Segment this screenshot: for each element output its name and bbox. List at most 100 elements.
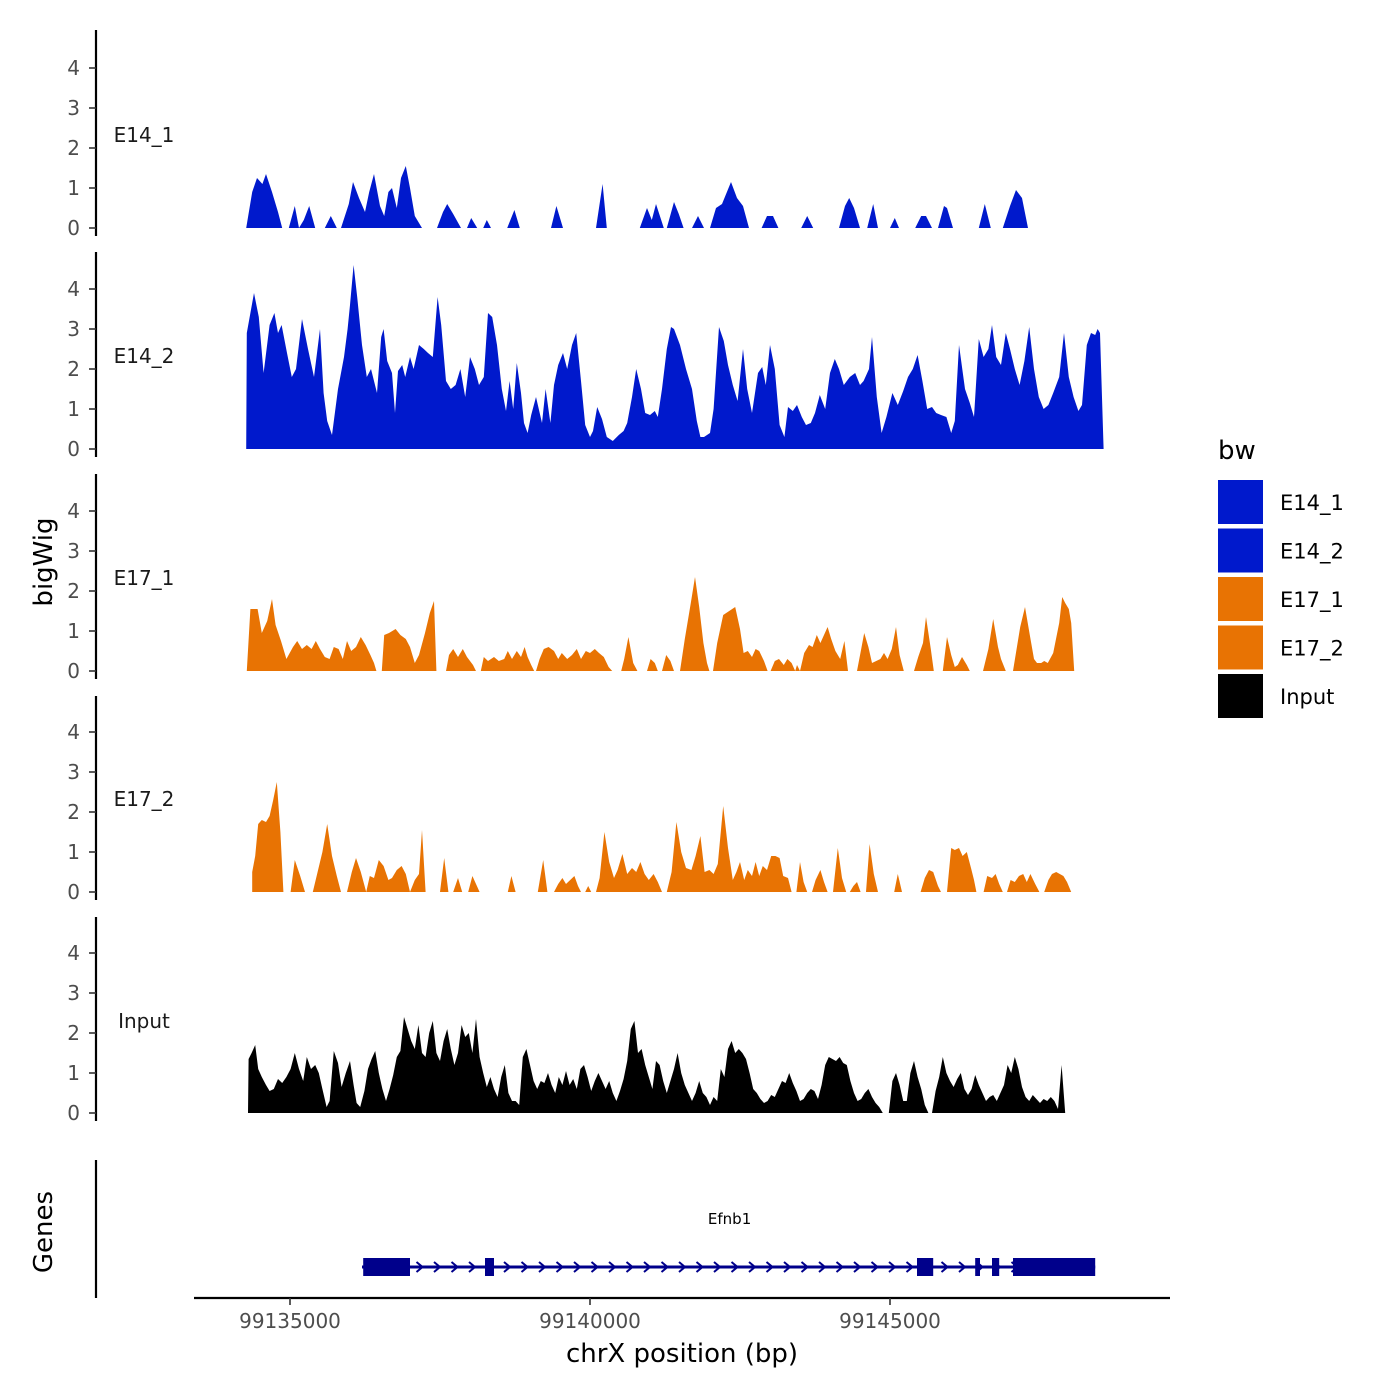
legend-swatch-e14-1: [1218, 480, 1263, 524]
y-tick-label: 4: [67, 941, 80, 965]
gene-label: Efnb1: [708, 1210, 751, 1228]
strand-arrow: [450, 1261, 460, 1273]
y-axis-title: bigWig: [29, 517, 59, 606]
strand-arrow: [870, 1261, 880, 1273]
y-tick-label: 2: [67, 1021, 80, 1045]
x-tick-label: 99140000: [539, 1309, 641, 1333]
track-e14-1: 0 1 2 3 4 E14_1: [67, 30, 1096, 240]
y-tick-label: 2: [67, 800, 80, 824]
legend-swatch-e14-2: [1218, 528, 1263, 573]
strand-arrow: [835, 1261, 845, 1273]
track-label: E14_1: [114, 123, 175, 147]
y-tick-label: 3: [67, 539, 80, 563]
y-tick-label: 1: [67, 397, 80, 421]
strand-arrow: [818, 1261, 827, 1273]
y-tick-label: 1: [67, 176, 80, 200]
gene-exon: [975, 1258, 980, 1276]
y-tick-label: 3: [67, 317, 80, 341]
gene-efnb1: Efnb1: [362, 1210, 1096, 1276]
strand-arrow: [660, 1261, 670, 1273]
strand-arrow: [940, 1261, 950, 1273]
strand-arrow: [678, 1261, 687, 1273]
coverage-area-e17-2: [252, 782, 1072, 892]
strand-arrow: [590, 1261, 600, 1273]
x-axis-title: chrX position (bp): [566, 1339, 798, 1369]
strand-arrow: [765, 1261, 775, 1273]
coverage-area-e17-1: [246, 577, 1075, 671]
y-tick-label: 0: [67, 1101, 80, 1125]
gene-exon: [485, 1258, 494, 1276]
strand-arrow: [608, 1261, 617, 1273]
legend-label: E14_2: [1280, 540, 1344, 565]
gene-exon: [917, 1258, 934, 1276]
genes-axis-title: Genes: [29, 1191, 59, 1273]
legend-swatch-input: [1218, 674, 1263, 718]
strand-arrow: [520, 1261, 530, 1273]
y-tick-label: 3: [67, 96, 80, 120]
legend-title: bw: [1218, 436, 1256, 466]
track-label: E17_1: [114, 566, 175, 590]
y-tick-label: 4: [67, 56, 80, 80]
coverage-area-input: [248, 1017, 1066, 1113]
legend-label: E17_2: [1280, 637, 1344, 662]
y-tick-label: 0: [67, 659, 80, 683]
y-tick-label: 2: [67, 357, 80, 381]
x-tick-label: 99135000: [239, 1309, 341, 1333]
x-tick-label: 99145000: [839, 1309, 941, 1333]
legend-swatch-e17-1: [1218, 577, 1263, 621]
legend-label: Input: [1280, 685, 1334, 709]
y-tick-label: 0: [67, 880, 80, 904]
x-axis: 99135000 99140000 99145000: [194, 1296, 1170, 1333]
y-tick-label: 4: [67, 499, 80, 523]
strand-arrow: [643, 1261, 652, 1273]
y-tick-label: 1: [67, 619, 80, 643]
track-input: 0 1 2 3 4 Input: [67, 917, 1066, 1125]
strand-arrow: [748, 1261, 757, 1273]
coverage-area-e14-1: [246, 166, 1096, 228]
y-tick-label: 2: [67, 136, 80, 160]
strand-arrow: [730, 1261, 740, 1273]
y-tick-label: 4: [67, 720, 80, 744]
strand-arrow: [415, 1261, 425, 1273]
coverage-area-e14-2: [246, 265, 1104, 449]
strand-arrow: [800, 1261, 810, 1273]
gene-track: Efnb1: [94, 1160, 1096, 1298]
track-e14-2: 0 1 2 3 4 E14_2: [67, 252, 1104, 461]
y-tick-label: 0: [67, 437, 80, 461]
strand-arrow: [503, 1261, 512, 1273]
legend-swatch-e17-2: [1218, 625, 1263, 670]
strand-arrow: [555, 1261, 565, 1273]
strand-arrow: [888, 1261, 897, 1273]
strand-arrow: [713, 1261, 722, 1273]
legend: bw E14_1 E14_2 E17_1 E17_2 Input: [1218, 436, 1344, 718]
strand-arrow: [958, 1261, 967, 1273]
strand-arrow: [853, 1261, 862, 1273]
y-tick-label: 4: [67, 277, 80, 301]
gene-exon: [1013, 1258, 1096, 1276]
track-label: E14_2: [114, 344, 175, 368]
strand-arrow: [573, 1261, 582, 1273]
strand-arrow: [783, 1261, 792, 1273]
y-tick-label: 1: [67, 840, 80, 864]
y-tick-label: 3: [67, 760, 80, 784]
y-tick-label: 2: [67, 579, 80, 603]
track-e17-2: 0 1 2 3 4 E17_2: [67, 696, 1072, 904]
gene-exon: [992, 1258, 1000, 1276]
strand-arrow: [695, 1261, 705, 1273]
y-tick-label: 3: [67, 981, 80, 1005]
gene-exon: [363, 1258, 410, 1276]
legend-label: E17_1: [1280, 588, 1344, 613]
track-label: E17_2: [114, 787, 175, 811]
strand-arrow: [468, 1261, 477, 1273]
strand-arrow: [538, 1261, 547, 1273]
strand-arrow: [433, 1261, 442, 1273]
strand-arrow: [625, 1261, 635, 1273]
track-e17-1: 0 1 2 3 4 E17_1: [67, 474, 1075, 683]
coverage-tracks: 0 1 2 3 4 E14_1 0 1 2 3 4 E14_2 0 1 2 3 4 E17_1 0 1 2 3 4 E17_2…: [67, 30, 1104, 1125]
y-tick-label: 1: [67, 1061, 80, 1085]
track-label: Input: [118, 1009, 170, 1033]
strand-arrow: [905, 1261, 915, 1273]
legend-label: E14_1: [1280, 491, 1344, 516]
y-tick-label: 0: [67, 216, 80, 240]
